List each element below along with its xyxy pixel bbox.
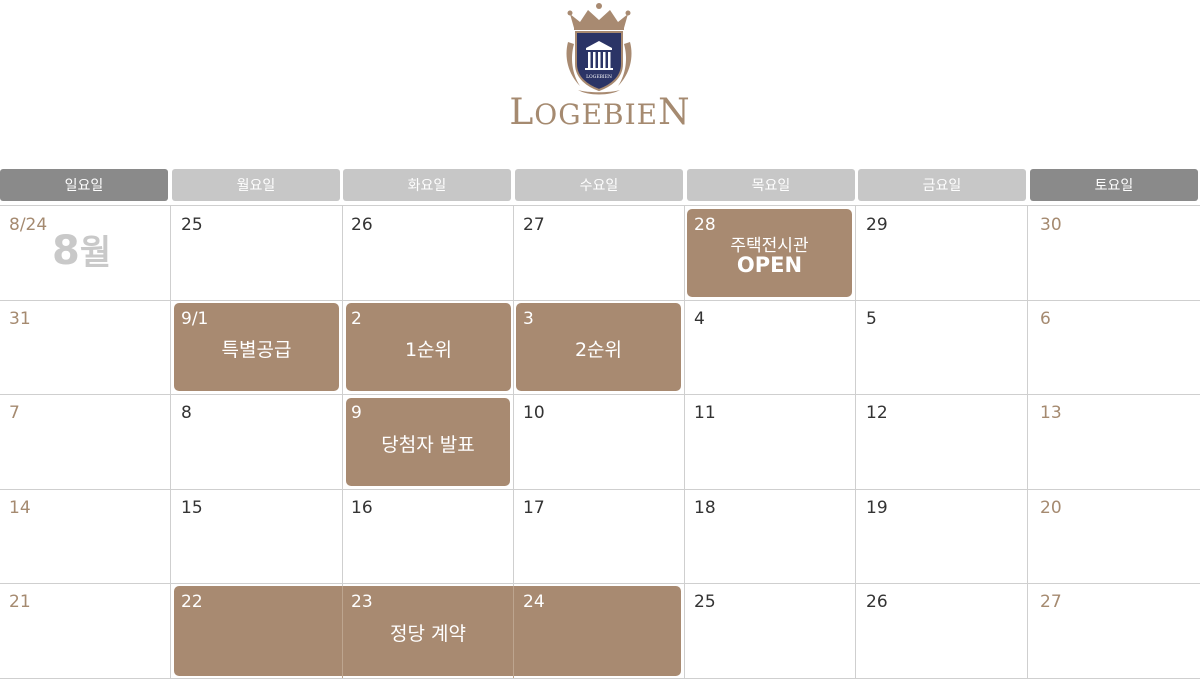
month-label: 8월 [52, 228, 112, 274]
day-cell-date: 3 [523, 309, 534, 329]
day-cell-date: 7 [9, 403, 20, 423]
day-cell-date: 6 [1040, 309, 1051, 329]
day-cell-date: 19 [866, 498, 888, 518]
weekday-tuesday: 화요일 [343, 169, 511, 201]
day-cell-date: 17 [523, 498, 545, 518]
event-label: 정당 계약 [390, 623, 466, 645]
day-cell-date: 2 [351, 309, 362, 329]
day-cell-date: 21 [9, 592, 31, 612]
grid-line [1027, 205, 1028, 679]
event-model-house-open[interactable] [687, 209, 852, 297]
event-label: 2순위 [574, 339, 623, 361]
day-cell-date: 20 [1040, 498, 1062, 518]
grid-line [684, 205, 685, 679]
day-cell-date: 10 [523, 403, 545, 423]
grid-line [342, 205, 343, 679]
event-second-priority[interactable] [516, 303, 681, 391]
grid-line [0, 583, 1200, 584]
day-cell-date: 18 [694, 498, 716, 518]
event-winner-announcement[interactable] [346, 398, 510, 486]
day-cell-date: 29 [866, 215, 888, 235]
day-cell-date: 8 [181, 403, 192, 423]
day-cell-date: 9/1 [181, 309, 209, 329]
day-cell-date: 16 [351, 498, 373, 518]
grid-line [0, 300, 1200, 301]
event-first-priority[interactable] [346, 303, 511, 391]
crest-text: LOGEBIEN [586, 74, 612, 80]
day-cell-date: 8/24 [9, 215, 48, 235]
day-cell-date: 4 [694, 309, 705, 329]
grid-line [513, 205, 514, 679]
day-cell-date: 27 [1040, 592, 1062, 612]
day-cell-date: 12 [866, 403, 888, 423]
day-cell-date: 5 [866, 309, 877, 329]
day-cell-date: 27 [523, 215, 545, 235]
event-label: 당첨자 발표 [381, 434, 475, 456]
weekday-friday: 금요일 [858, 169, 1026, 201]
day-cell-date: 11 [694, 403, 716, 423]
grid-line [0, 489, 1200, 490]
day-cell-date: 25 [694, 592, 716, 612]
logo: LOGEBIEN LOGEBIEN [0, 0, 1200, 140]
weekday-saturday: 토요일 [1030, 169, 1198, 201]
event-label: 주택전시관 [730, 236, 809, 256]
weekday-sunday: 일요일 [0, 169, 168, 201]
event-label: 특별공급 [221, 339, 292, 361]
grid-line [855, 205, 856, 679]
day-cell-date: 13 [1040, 403, 1062, 423]
day-cell-date: 23 [351, 592, 373, 612]
day-cell-date: 30 [1040, 215, 1062, 235]
calendar-grid: 8월 8/24 25 26 27 28 29 30 31 9/1 2 3 4 5… [0, 205, 1200, 679]
weekday-wednesday: 수요일 [515, 169, 683, 201]
brand-name: LOGEBIEN [509, 92, 691, 133]
event-special-supply[interactable] [174, 303, 339, 391]
event-divider [513, 586, 514, 678]
event-label: 1순위 [404, 339, 453, 361]
day-cell-date: 14 [9, 498, 31, 518]
day-cell-date: 31 [9, 309, 31, 329]
weekday-thursday: 목요일 [687, 169, 855, 201]
weekday-monday: 월요일 [172, 169, 340, 201]
event-divider [342, 586, 343, 678]
day-cell-date: 25 [181, 215, 203, 235]
event-contract[interactable] [174, 586, 681, 676]
grid-line [0, 205, 1200, 206]
grid-line [170, 205, 171, 679]
day-cell-date: 9 [351, 403, 362, 423]
day-cell-date: 24 [523, 592, 545, 612]
crest-emblem-icon: LOGEBIEN [566, 3, 632, 95]
day-cell-date: 26 [866, 592, 888, 612]
day-cell-date: 28 [694, 215, 716, 235]
day-cell-date: 15 [181, 498, 203, 518]
day-cell-date: 22 [181, 592, 203, 612]
weekday-header: 일요일 월요일 화요일 수요일 목요일 금요일 토요일 [0, 169, 1200, 201]
day-cell-date: 26 [351, 215, 373, 235]
grid-line [0, 394, 1200, 395]
event-label: OPEN [736, 253, 803, 277]
